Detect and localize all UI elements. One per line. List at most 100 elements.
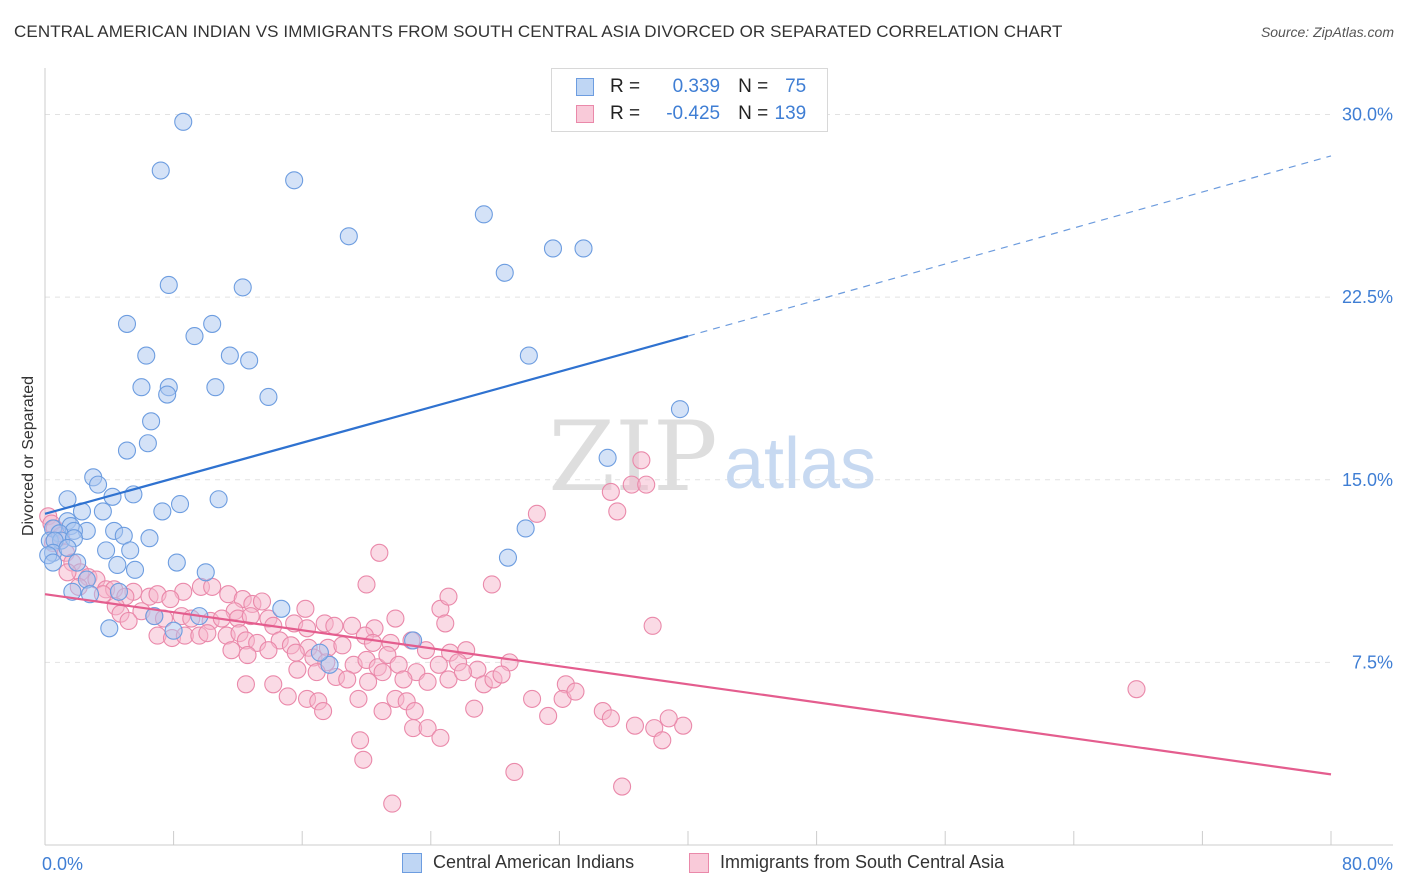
data-point-central-american xyxy=(117,441,137,460)
data-point-immigrants xyxy=(370,543,389,562)
data-point-central-american xyxy=(233,278,252,297)
data-point-central-american xyxy=(88,475,108,494)
axes xyxy=(44,68,1393,846)
data-point-central-american xyxy=(159,275,178,295)
data-point-immigrants xyxy=(418,719,437,738)
data-point-immigrants xyxy=(613,777,632,796)
data-point-immigrants xyxy=(465,699,484,718)
n-value-pink: 139 xyxy=(774,103,807,124)
pink-swatch xyxy=(576,105,594,123)
data-point-central-american xyxy=(543,239,563,258)
data-point-central-american xyxy=(574,239,593,258)
legend-item-central-american-indians: Central American Indians xyxy=(402,852,634,873)
data-point-immigrants xyxy=(314,702,333,721)
data-point-central-american xyxy=(164,621,183,640)
series-central-american-points xyxy=(39,112,690,674)
data-point-central-american xyxy=(58,538,77,557)
data-point-central-american xyxy=(80,585,100,604)
data-point-immigrants xyxy=(625,716,645,735)
data-point-immigrants xyxy=(539,706,558,725)
x-tick-label-max: 80.0% xyxy=(1342,854,1393,874)
data-point-immigrants xyxy=(333,636,352,655)
data-point-immigrants xyxy=(453,663,473,682)
data-point-central-american xyxy=(240,351,259,370)
r-value-pink: -0.425 xyxy=(666,103,721,124)
data-point-central-american xyxy=(285,171,304,190)
data-point-immigrants xyxy=(238,646,257,665)
r-label: R = xyxy=(610,103,641,124)
data-point-central-american xyxy=(151,161,170,180)
legend-label-pink: Immigrants from South Central Asia xyxy=(720,852,1005,872)
data-point-central-american xyxy=(196,563,215,582)
data-point-central-american xyxy=(137,346,156,365)
data-point-central-american xyxy=(43,553,63,572)
data-point-central-american xyxy=(498,548,518,567)
data-point-immigrants xyxy=(349,689,368,708)
data-point-immigrants xyxy=(632,451,651,470)
source-label: Source: ZipAtlas.com xyxy=(1260,24,1394,40)
data-point-immigrants xyxy=(439,670,458,689)
data-point-immigrants xyxy=(637,475,656,494)
data-point-central-american xyxy=(100,619,119,638)
data-point-immigrants xyxy=(505,762,524,782)
data-point-central-american xyxy=(93,502,112,521)
data-point-central-american xyxy=(259,387,278,407)
r-value-blue: 0.339 xyxy=(672,76,721,97)
data-point-central-american xyxy=(68,553,87,572)
data-point-immigrants xyxy=(264,675,283,694)
data-point-immigrants xyxy=(338,670,357,689)
y-axis-label: Divorced or Separated xyxy=(20,376,37,536)
data-point-immigrants xyxy=(439,587,458,606)
data-point-immigrants xyxy=(373,663,392,682)
legend-label-blue: Central American Indians xyxy=(433,852,635,872)
data-point-immigrants xyxy=(643,616,662,635)
correlation-legend: R = 0.339 N = 75 R = -0.425 N = 139 xyxy=(551,68,828,132)
chart-title: CENTRAL AMERICAN INDIAN VS IMMIGRANTS FR… xyxy=(14,22,1063,41)
data-point-immigrants xyxy=(119,611,138,631)
data-point-central-american xyxy=(209,490,228,509)
data-point-immigrants xyxy=(601,482,620,501)
watermark: ZIP atlas xyxy=(548,401,876,513)
legend-row-pink: R = -0.425 N = 139 xyxy=(576,102,806,126)
data-point-central-american xyxy=(121,541,140,560)
data-point-immigrants xyxy=(386,609,405,628)
data-point-immigrants xyxy=(325,616,344,635)
data-point-central-american xyxy=(145,607,164,626)
data-point-immigrants xyxy=(357,575,376,594)
data-point-central-american xyxy=(272,599,291,618)
data-point-central-american xyxy=(108,555,127,575)
data-point-central-american xyxy=(598,448,617,467)
n-label: N = xyxy=(738,103,769,124)
data-point-central-american xyxy=(109,582,128,601)
data-point-immigrants xyxy=(351,731,370,750)
data-point-central-american xyxy=(516,519,535,538)
data-point-central-american xyxy=(185,327,204,346)
data-point-central-american xyxy=(125,560,145,579)
data-point-central-american xyxy=(495,263,514,282)
trend-lines xyxy=(44,155,1332,776)
y-tick-label: 22.5% xyxy=(1342,287,1393,307)
data-point-immigrants xyxy=(418,672,437,691)
n-value-blue: 75 xyxy=(785,76,807,97)
data-point-immigrants xyxy=(527,504,546,523)
data-point-central-american xyxy=(142,412,161,431)
data-point-immigrants xyxy=(359,672,378,691)
data-point-immigrants xyxy=(566,682,585,701)
data-point-immigrants xyxy=(436,614,455,633)
data-point-central-american xyxy=(474,205,493,224)
data-point-immigrants xyxy=(429,655,448,674)
data-point-immigrants xyxy=(674,716,693,735)
y-tick-label: 30.0% xyxy=(1342,105,1393,125)
data-point-central-american xyxy=(140,529,159,548)
data-point-central-american xyxy=(117,314,137,333)
data-point-immigrants xyxy=(653,731,672,750)
data-point-immigrants xyxy=(354,750,373,769)
data-point-central-american xyxy=(170,495,190,514)
data-point-central-american xyxy=(153,502,172,521)
data-point-immigrants xyxy=(342,616,362,635)
data-point-immigrants xyxy=(363,633,382,652)
data-point-central-american xyxy=(167,553,186,572)
data-point-central-american xyxy=(77,570,96,589)
legend-row-blue: R = 0.339 N = 75 xyxy=(576,75,806,99)
data-point-immigrants xyxy=(161,590,180,609)
